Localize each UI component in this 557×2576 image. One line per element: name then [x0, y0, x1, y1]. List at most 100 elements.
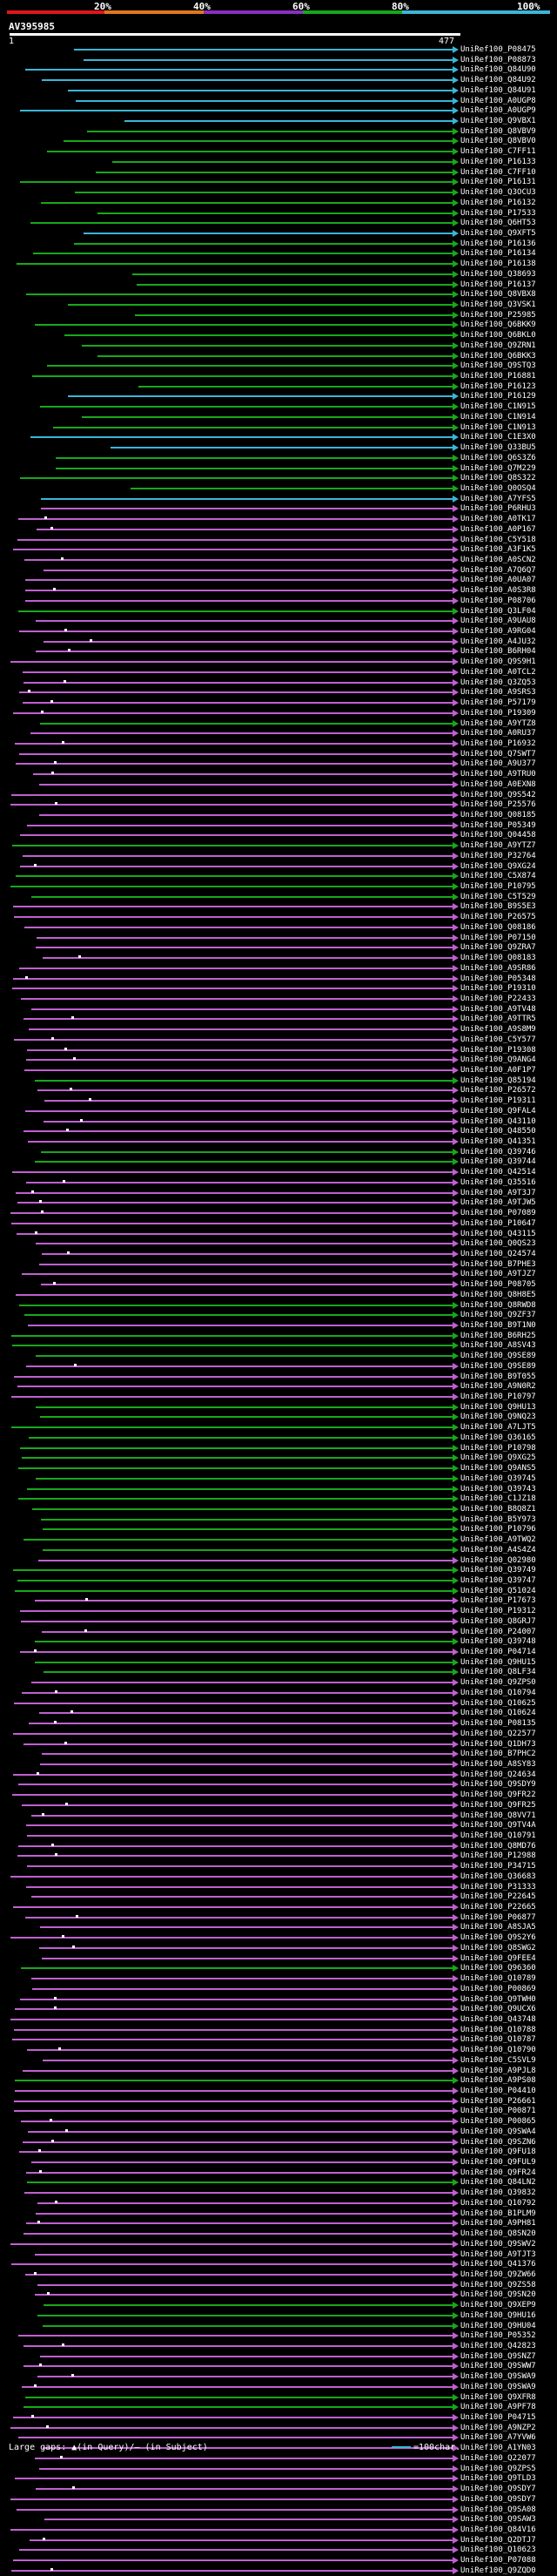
hit-link[interactable]: UniRef100_P16881	[460, 372, 536, 381]
hit-row[interactable]: UniRef100_Q9ZRN1	[0, 341, 557, 351]
hit-row[interactable]: UniRef100_A9PJL8	[0, 2067, 557, 2076]
hit-link[interactable]: UniRef100_P08873	[460, 55, 536, 64]
hit-link[interactable]: UniRef100_Q22577	[460, 1729, 536, 1738]
hit-link[interactable]: UniRef100_Q9TV4A	[460, 1821, 536, 1831]
hit-link[interactable]: UniRef100_P04410	[460, 2087, 536, 2095]
hit-row[interactable]: UniRef100_P16881	[0, 372, 557, 381]
hit-row[interactable]: UniRef100_Q36165	[0, 1433, 557, 1443]
hit-link[interactable]: UniRef100_Q9ZPS5	[460, 2464, 536, 2473]
hit-link[interactable]: UniRef100_P08705	[460, 1280, 536, 1290]
hit-row[interactable]: UniRef100_B7PHE3	[0, 1260, 557, 1270]
hit-row[interactable]: UniRef100_Q84U91	[0, 86, 557, 96]
hit-row[interactable]: UniRef100_Q8VBX8	[0, 290, 557, 300]
hit-row[interactable]: UniRef100_P04410	[0, 2087, 557, 2096]
hit-link[interactable]: UniRef100_B1PLM9	[460, 2208, 536, 2218]
hit-link[interactable]: UniRef100_Q42514	[460, 1168, 536, 1177]
hit-link[interactable]: UniRef100_P16932	[460, 738, 536, 748]
hit-link[interactable]: UniRef100_Q39744	[460, 1157, 536, 1167]
hit-link[interactable]: UniRef100_Q9ZF37	[460, 1311, 536, 1320]
hit-row[interactable]: UniRef100_Q84LN2	[0, 2178, 557, 2188]
hit-row[interactable]: UniRef100_Q9VBX1	[0, 117, 557, 126]
hit-link[interactable]: UniRef100_Q38693	[460, 269, 536, 279]
hit-link[interactable]: UniRef100_A9SRS3	[460, 688, 536, 698]
hit-row[interactable]: UniRef100_Q9ZQD0	[0, 2566, 557, 2576]
hit-link[interactable]: UniRef100_A9T3J7	[460, 1188, 536, 1197]
hit-link[interactable]: UniRef100_Q7M229	[460, 463, 536, 473]
hit-row[interactable]: UniRef100_A8SV43	[0, 1341, 557, 1351]
hit-link[interactable]: UniRef100_Q04458	[460, 831, 536, 840]
hit-row[interactable]: UniRef100_A9YTZ8	[0, 719, 557, 729]
hit-row[interactable]: UniRef100_Q85194	[0, 1076, 557, 1086]
hit-link[interactable]: UniRef100_P10796	[460, 1525, 536, 1534]
hit-row[interactable]: UniRef100_Q9ANG4	[0, 1055, 557, 1065]
hit-row[interactable]: UniRef100_Q6BKK3	[0, 352, 557, 361]
hit-link[interactable]: UniRef100_Q9SDY9	[460, 1780, 536, 1790]
hit-link[interactable]: UniRef100_Q10791	[460, 1831, 536, 1840]
hit-link[interactable]: UniRef100_Q41376	[460, 2260, 536, 2269]
hit-link[interactable]: UniRef100_C1N913	[460, 422, 536, 432]
hit-row[interactable]: UniRef100_Q33BU5	[0, 443, 557, 453]
hit-link[interactable]: UniRef100_Q8S322	[460, 474, 536, 483]
hit-row[interactable]: UniRef100_C1N915	[0, 402, 557, 412]
hit-row[interactable]: UniRef100_A9S8M9	[0, 1025, 557, 1035]
hit-row[interactable]: UniRef100_P07089	[0, 1209, 557, 1218]
hit-row[interactable]: UniRef100_Q48550	[0, 1127, 557, 1136]
hit-row[interactable]: UniRef100_P16129	[0, 392, 557, 401]
hit-row[interactable]: UniRef100_P16138	[0, 260, 557, 269]
hit-row[interactable]: UniRef100_A9YTZ7	[0, 841, 557, 851]
hit-row[interactable]: UniRef100_Q10623	[0, 2546, 557, 2555]
hit-link[interactable]: UniRef100_B7PHE3	[460, 1259, 536, 1269]
hit-link[interactable]: UniRef100_P32764	[460, 851, 536, 860]
hit-row[interactable]: UniRef100_C1E3X0	[0, 433, 557, 442]
hit-row[interactable]: UniRef100_Q9TWH0	[0, 1995, 557, 2005]
hit-row[interactable]: UniRef100_P16136	[0, 239, 557, 249]
hit-row[interactable]: UniRef100_C5Y577	[0, 1035, 557, 1045]
hit-row[interactable]: UniRef100_A0EXN8	[0, 780, 557, 790]
hit-link[interactable]: UniRef100_A9YTZ8	[460, 718, 536, 728]
hit-row[interactable]: UniRef100_A9TWQ2	[0, 1535, 557, 1545]
hit-row[interactable]: UniRef100_A1YN03	[0, 2444, 557, 2453]
hit-row[interactable]: UniRef100_B8Q8Z1	[0, 1505, 557, 1514]
hit-link[interactable]: UniRef100_Q10788	[460, 2025, 536, 2034]
hit-link[interactable]: UniRef100_Q39743	[460, 1484, 536, 1494]
hit-row[interactable]: UniRef100_P10647	[0, 1219, 557, 1229]
hit-link[interactable]: UniRef100_Q9SZN6	[460, 2137, 536, 2147]
hit-row[interactable]: UniRef100_A9TTR5	[0, 1015, 557, 1024]
hit-link[interactable]: UniRef100_Q9SWV2	[460, 2239, 536, 2249]
hit-link[interactable]: UniRef100_C5Y577	[460, 1035, 536, 1044]
hit-link[interactable]: UniRef100_Q9TLD3	[460, 2474, 536, 2484]
hit-row[interactable]: UniRef100_P24007	[0, 1628, 557, 1637]
hit-link[interactable]: UniRef100_P16138	[460, 260, 536, 269]
hit-row[interactable]: UniRef100_Q9SDY9	[0, 1780, 557, 1790]
hit-row[interactable]: UniRef100_P16133	[0, 158, 557, 167]
hit-link[interactable]: UniRef100_Q9SWW7	[460, 2362, 536, 2371]
hit-row[interactable]: UniRef100_Q9TV4A	[0, 1821, 557, 1831]
hit-link[interactable]: UniRef100_Q84LN2	[460, 2178, 536, 2188]
hit-link[interactable]: UniRef100_Q7SWT7	[460, 749, 536, 759]
hit-row[interactable]: UniRef100_A0UGP9	[0, 106, 557, 116]
hit-link[interactable]: UniRef100_Q41351	[460, 1137, 536, 1147]
hit-link[interactable]: UniRef100_Q8MD76	[460, 1841, 536, 1851]
hit-link[interactable]: UniRef100_Q10624	[460, 1709, 536, 1718]
hit-link[interactable]: UniRef100_Q43748	[460, 2014, 536, 2024]
hit-row[interactable]: UniRef100_A7Q6Q7	[0, 566, 557, 576]
hit-row[interactable]: UniRef100_Q9SWA9	[0, 2372, 557, 2382]
hit-row[interactable]: UniRef100_Q10624	[0, 1709, 557, 1718]
hit-row[interactable]: UniRef100_Q10794	[0, 1689, 557, 1698]
hit-link[interactable]: UniRef100_P07088	[460, 2556, 536, 2566]
hit-row[interactable]: UniRef100_P22665	[0, 1903, 557, 1912]
hit-row[interactable]: UniRef100_Q9HU13	[0, 1403, 557, 1413]
hit-link[interactable]: UniRef100_Q8VBV0	[460, 137, 536, 146]
hit-row[interactable]: UniRef100_A9TJZ7	[0, 1270, 557, 1279]
hit-row[interactable]: UniRef100_A0RU37	[0, 729, 557, 738]
hit-link[interactable]: UniRef100_Q9FR25	[460, 1800, 536, 1810]
hit-link[interactable]: UniRef100_A9U377	[460, 759, 536, 769]
hit-row[interactable]: UniRef100_Q3VSK1	[0, 300, 557, 310]
hit-row[interactable]: UniRef100_Q10788	[0, 2026, 557, 2035]
hit-link[interactable]: UniRef100_P16133	[460, 157, 536, 166]
hit-link[interactable]: UniRef100_P26661	[460, 2096, 536, 2106]
hit-row[interactable]: UniRef100_Q10787	[0, 2035, 557, 2045]
hit-row[interactable]: UniRef100_Q84U92	[0, 76, 557, 85]
hit-row[interactable]: UniRef100_Q04458	[0, 831, 557, 840]
hit-row[interactable]: UniRef100_A9PH81	[0, 2219, 557, 2229]
